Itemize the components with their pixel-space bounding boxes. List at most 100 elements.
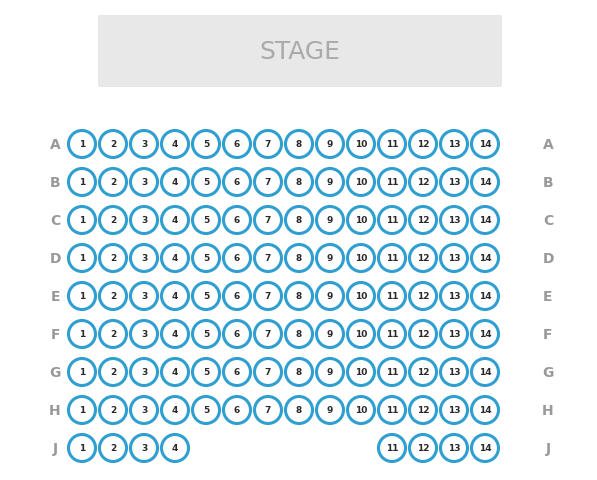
Text: 8: 8 xyxy=(296,330,302,339)
Text: 7: 7 xyxy=(265,292,271,301)
Circle shape xyxy=(223,131,251,158)
Text: 14: 14 xyxy=(479,406,491,415)
Text: 3: 3 xyxy=(141,254,147,263)
Circle shape xyxy=(472,321,498,348)
Circle shape xyxy=(192,245,220,272)
Circle shape xyxy=(378,207,405,234)
Circle shape xyxy=(131,207,158,234)
Text: 3: 3 xyxy=(141,406,147,415)
Circle shape xyxy=(347,359,374,386)
Circle shape xyxy=(347,396,374,424)
Text: 2: 2 xyxy=(110,140,116,149)
Text: 11: 11 xyxy=(386,292,398,301)
Text: 14: 14 xyxy=(479,330,491,339)
Circle shape xyxy=(100,207,127,234)
Text: 8: 8 xyxy=(296,406,302,415)
Text: 9: 9 xyxy=(327,254,333,263)
Text: H: H xyxy=(49,403,61,417)
Text: 6: 6 xyxy=(234,140,240,149)
Circle shape xyxy=(192,207,220,234)
Text: 7: 7 xyxy=(265,178,271,187)
Text: 13: 13 xyxy=(448,140,460,149)
Circle shape xyxy=(254,359,282,386)
Text: G: G xyxy=(542,365,553,379)
Circle shape xyxy=(441,283,467,310)
Text: F: F xyxy=(50,327,60,341)
Text: D: D xyxy=(542,252,554,265)
Text: B: B xyxy=(50,176,60,190)
Circle shape xyxy=(69,131,96,158)
Text: 9: 9 xyxy=(327,292,333,301)
Circle shape xyxy=(192,321,220,348)
Text: 3: 3 xyxy=(141,140,147,149)
Circle shape xyxy=(378,396,405,424)
Text: 2: 2 xyxy=(110,444,116,453)
Text: 8: 8 xyxy=(296,178,302,187)
Text: 11: 11 xyxy=(386,140,398,149)
Circle shape xyxy=(100,359,127,386)
Circle shape xyxy=(192,396,220,424)
Circle shape xyxy=(254,207,282,234)
Text: B: B xyxy=(543,176,553,190)
Circle shape xyxy=(316,131,343,158)
Text: 4: 4 xyxy=(172,444,178,453)
Circle shape xyxy=(441,359,467,386)
Circle shape xyxy=(410,169,436,196)
Circle shape xyxy=(100,434,127,462)
Text: 10: 10 xyxy=(355,140,367,149)
Text: 1: 1 xyxy=(79,216,85,225)
Circle shape xyxy=(410,283,436,310)
Text: A: A xyxy=(543,138,553,152)
Text: 12: 12 xyxy=(417,368,429,377)
Text: 1: 1 xyxy=(79,330,85,339)
Circle shape xyxy=(254,283,282,310)
Text: 10: 10 xyxy=(355,368,367,377)
Text: 13: 13 xyxy=(448,406,460,415)
Circle shape xyxy=(472,359,498,386)
Circle shape xyxy=(131,169,158,196)
Text: 13: 13 xyxy=(448,216,460,225)
Circle shape xyxy=(410,131,436,158)
Text: 7: 7 xyxy=(265,216,271,225)
Circle shape xyxy=(410,245,436,272)
Circle shape xyxy=(378,283,405,310)
Circle shape xyxy=(162,169,189,196)
Circle shape xyxy=(472,131,498,158)
Text: 3: 3 xyxy=(141,216,147,225)
Text: 12: 12 xyxy=(417,254,429,263)
Text: 6: 6 xyxy=(234,216,240,225)
Circle shape xyxy=(285,359,312,386)
Circle shape xyxy=(100,245,127,272)
Circle shape xyxy=(472,396,498,424)
Circle shape xyxy=(69,359,96,386)
Circle shape xyxy=(162,245,189,272)
Circle shape xyxy=(285,207,312,234)
Circle shape xyxy=(69,207,96,234)
Circle shape xyxy=(223,207,251,234)
Text: 11: 11 xyxy=(386,254,398,263)
Text: 7: 7 xyxy=(265,330,271,339)
Text: 10: 10 xyxy=(355,216,367,225)
Text: J: J xyxy=(53,441,57,455)
Circle shape xyxy=(131,396,158,424)
Circle shape xyxy=(223,359,251,386)
Text: 13: 13 xyxy=(448,292,460,301)
Circle shape xyxy=(441,169,467,196)
Circle shape xyxy=(223,283,251,310)
Text: 9: 9 xyxy=(327,178,333,187)
Circle shape xyxy=(131,283,158,310)
Circle shape xyxy=(441,321,467,348)
Text: 5: 5 xyxy=(203,406,209,415)
Text: 2: 2 xyxy=(110,216,116,225)
Text: STAGE: STAGE xyxy=(260,40,340,64)
Circle shape xyxy=(162,283,189,310)
Text: 11: 11 xyxy=(386,330,398,339)
Text: 4: 4 xyxy=(172,368,178,377)
Text: 9: 9 xyxy=(327,406,333,415)
Text: 12: 12 xyxy=(417,178,429,187)
Text: 6: 6 xyxy=(234,178,240,187)
Circle shape xyxy=(162,207,189,234)
Text: 12: 12 xyxy=(417,292,429,301)
Text: 5: 5 xyxy=(203,216,209,225)
Text: 14: 14 xyxy=(479,140,491,149)
